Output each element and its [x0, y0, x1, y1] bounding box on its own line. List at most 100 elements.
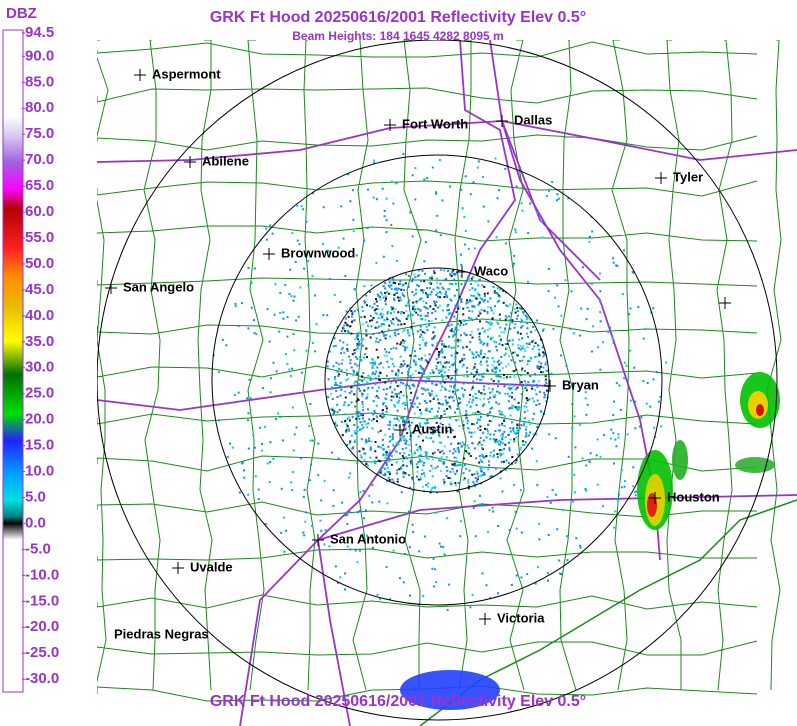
echo — [359, 421, 362, 424]
echo — [518, 407, 520, 410]
echo — [374, 396, 377, 398]
echo — [382, 332, 385, 335]
echo — [631, 271, 634, 273]
echo — [360, 424, 363, 426]
echo — [419, 310, 422, 312]
echo — [269, 461, 272, 463]
echo — [380, 361, 382, 364]
echo — [524, 435, 527, 438]
echo — [481, 327, 484, 330]
echo — [462, 323, 465, 326]
echo — [418, 402, 421, 405]
echo — [572, 500, 575, 503]
echo — [572, 385, 575, 388]
echo — [339, 339, 342, 342]
echo — [402, 581, 405, 584]
echo — [465, 322, 468, 325]
echo — [299, 286, 302, 289]
echo — [353, 393, 356, 396]
echo — [386, 290, 389, 293]
echo — [528, 342, 531, 345]
echo — [241, 462, 244, 465]
echo — [271, 232, 274, 235]
echo — [419, 371, 422, 374]
echo — [268, 481, 271, 484]
echo — [462, 478, 465, 481]
echo — [356, 371, 358, 374]
echo — [435, 365, 438, 368]
echo — [416, 397, 419, 400]
echo — [417, 604, 420, 607]
echo — [469, 455, 472, 457]
echo — [429, 469, 432, 472]
echo — [393, 377, 396, 380]
echo — [443, 371, 446, 374]
echo — [380, 446, 383, 449]
echo — [470, 282, 473, 285]
echo — [542, 355, 545, 358]
echo — [453, 294, 456, 297]
echo — [501, 437, 504, 440]
echo — [397, 371, 400, 374]
echo — [573, 473, 576, 476]
echo — [396, 416, 398, 419]
echo — [354, 362, 357, 365]
echo — [331, 409, 334, 411]
echo — [451, 376, 453, 379]
echo — [511, 396, 513, 399]
echo — [405, 456, 407, 459]
echo — [478, 455, 481, 458]
echo — [385, 197, 388, 200]
echo — [415, 311, 418, 314]
echo — [352, 374, 355, 377]
echo — [542, 329, 544, 332]
echo — [377, 459, 380, 462]
echo — [532, 326, 535, 329]
echo — [315, 323, 318, 325]
echo — [234, 394, 236, 397]
echo — [369, 305, 372, 308]
echo — [479, 398, 482, 401]
echo — [504, 327, 506, 330]
echo — [476, 472, 479, 475]
echo — [538, 360, 541, 363]
echo — [393, 404, 396, 407]
echo — [516, 332, 519, 334]
city-marker — [134, 69, 146, 81]
echo — [331, 407, 334, 410]
echo — [451, 429, 454, 432]
echo — [469, 193, 472, 196]
echo — [486, 357, 489, 360]
echo — [380, 467, 383, 470]
echo — [436, 214, 439, 217]
echo — [529, 318, 532, 321]
echo — [632, 485, 635, 488]
echo — [421, 318, 424, 321]
echo — [343, 413, 346, 416]
echo — [487, 335, 490, 338]
echo — [229, 442, 232, 445]
echo — [293, 349, 296, 352]
echo — [349, 548, 352, 551]
echo — [424, 272, 426, 275]
echo — [477, 283, 480, 286]
echo — [351, 321, 353, 323]
echo — [385, 316, 388, 319]
echo — [457, 450, 460, 453]
echo — [547, 579, 549, 582]
echo — [410, 313, 413, 316]
echo — [502, 377, 505, 380]
echo — [399, 390, 402, 393]
echo — [378, 500, 381, 503]
echo — [516, 427, 519, 429]
echo — [489, 318, 491, 321]
echo — [432, 331, 435, 334]
echo — [355, 337, 358, 340]
echo — [347, 173, 350, 176]
echo — [255, 332, 258, 335]
echo — [487, 423, 490, 426]
echo — [391, 391, 394, 394]
echo — [475, 457, 478, 460]
echo — [508, 433, 510, 436]
echo — [455, 470, 458, 473]
